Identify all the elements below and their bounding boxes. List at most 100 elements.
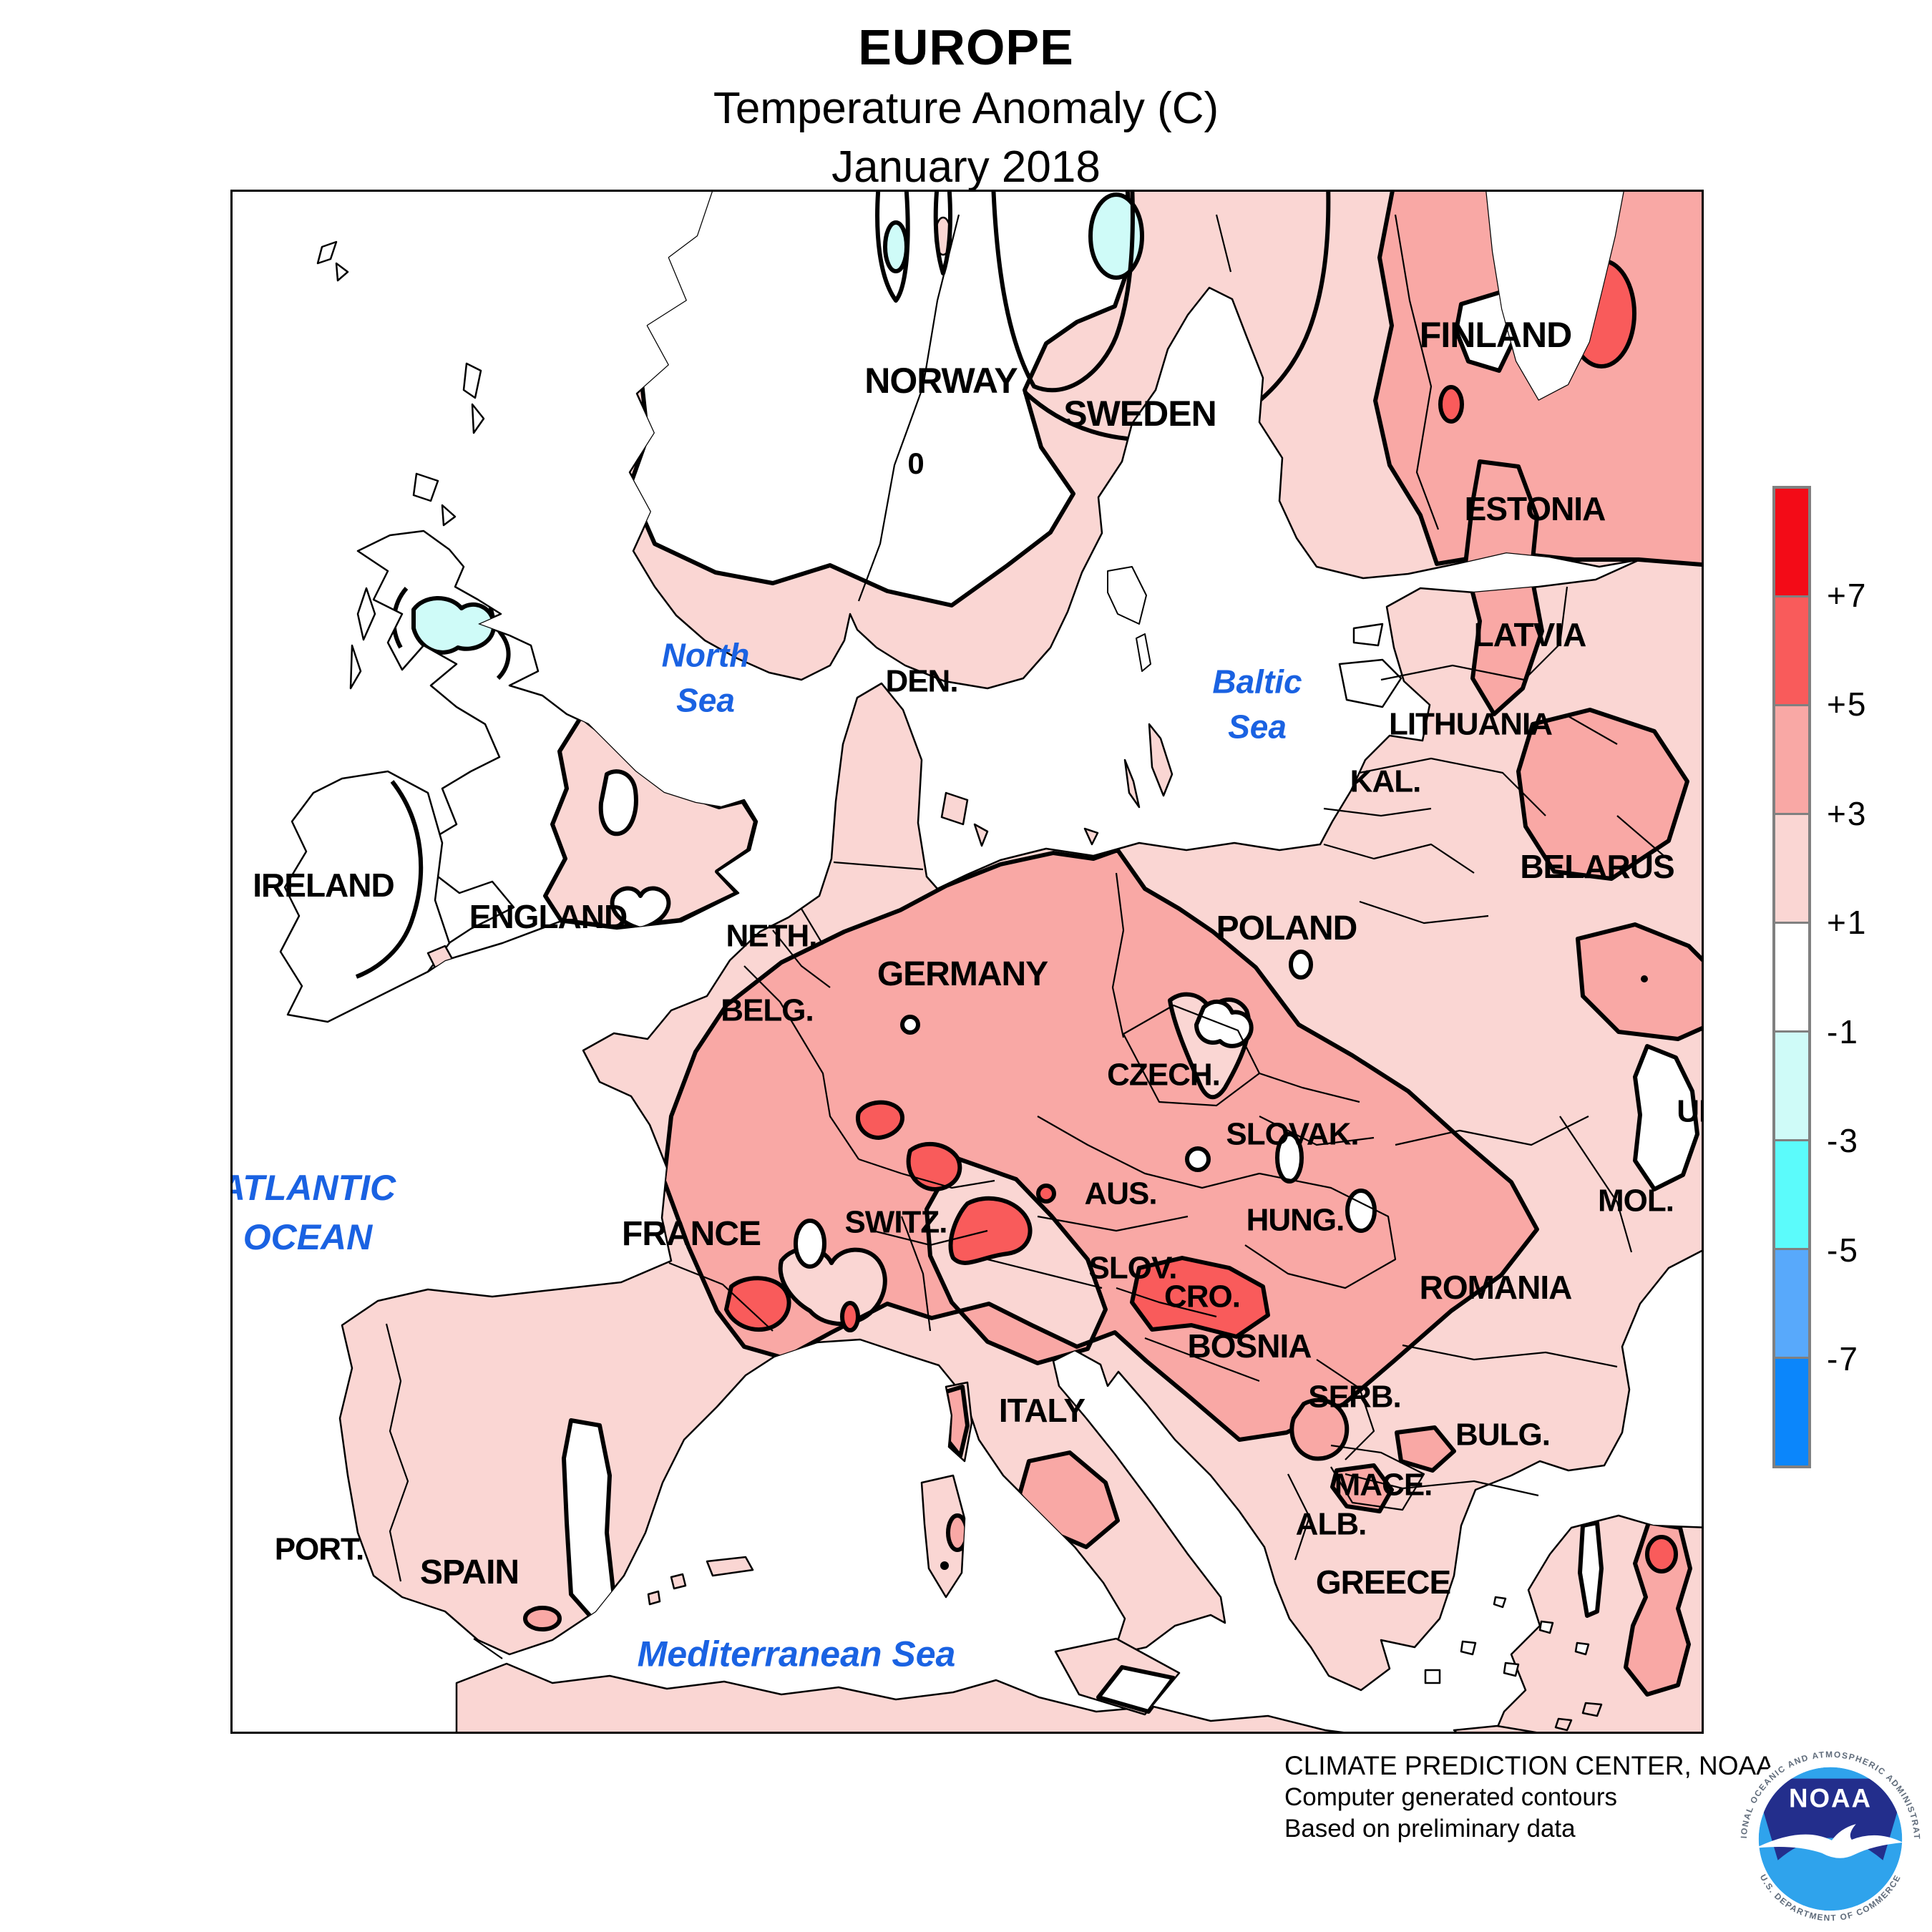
logo-seagull-icon (1758, 1824, 1903, 1858)
contour-region-alps-red-dot (840, 1301, 860, 1332)
contour-region-macedonia-salmon (1330, 1463, 1394, 1513)
europe-anomaly-map: NORWAY SWEDEN FINLAND ESTONIA LATVIA LITHUANI… (230, 190, 1704, 1734)
contour-region-sicily-white (1096, 1665, 1176, 1714)
country-label-greece: GREECE (1315, 1563, 1451, 1601)
page-subtitle: Temperature Anomaly (C) (713, 84, 1219, 133)
credit-method: Computer generated contours (1284, 1783, 1617, 1811)
faroe-islands (316, 240, 349, 282)
contour-region-slovakia-white (1275, 1132, 1304, 1184)
country-borders (385, 214, 1668, 1659)
country-label-italy: ITALY (998, 1392, 1085, 1430)
contour-region-czech-white (1194, 1000, 1254, 1048)
hebrides (349, 587, 376, 690)
credits-block: CLIMATE PREDICTION CENTER, NOAA Computer… (1284, 1750, 1774, 1845)
contour-region-marmara-white (1578, 1521, 1604, 1618)
contour-region-romania-white (1345, 1189, 1377, 1233)
country-label-ireland: IRELAND (253, 867, 394, 904)
legend-colorbar (1772, 486, 1811, 1468)
contour-region-poland-white-dot (1289, 950, 1313, 980)
noaa-logo: NOAA NATIONAL OCEANIC AND ATMOSPHERIC AD… (1732, 1736, 1925, 1932)
contour-value-label: 0 (907, 447, 924, 480)
country-label-belgium: BELG. (721, 992, 814, 1028)
balearic-islands (647, 1556, 754, 1606)
estonian-islands (1338, 623, 1402, 708)
contour-region-latvia-salmon (1516, 708, 1689, 881)
country-label-portugal: PORT. (274, 1531, 365, 1567)
contour-region-austria-white (1185, 1146, 1211, 1172)
page-date: January 2018 (831, 142, 1101, 192)
contour-region-finland-red (1566, 258, 1636, 369)
logo-acronym: NOAA (1789, 1783, 1872, 1813)
contour-dot-belarus (1641, 975, 1648, 982)
contour-region-switz-white (794, 1219, 826, 1269)
country-label-finland: FINLAND (1419, 315, 1572, 355)
contour-region-germany-red1 (855, 1100, 904, 1140)
contour-region-england-white-heart (610, 886, 671, 931)
contour-dot-sardinia (940, 1561, 949, 1570)
legend-segment-1 (1775, 595, 1808, 704)
sea-label-baltic-sea: Baltic Sea (1212, 663, 1302, 746)
credit-source: Based on preliminary data (1284, 1815, 1576, 1843)
country-label-kaliningrad: KAL. (1350, 763, 1422, 799)
credit-agency: CLIMATE PREDICTION CENTER, NOAA (1284, 1751, 1774, 1780)
country-label-ukraine: UK (1677, 1093, 1702, 1129)
country-label-denmark: DEN. (885, 663, 958, 699)
country-label-lithuania: LITHUANIA (1388, 706, 1553, 742)
country-label-netherlands: NETH. (726, 918, 818, 954)
gotland (1123, 723, 1174, 809)
legend-segment-3 (1775, 813, 1808, 922)
country-label-bulgaria: BULG. (1455, 1417, 1551, 1453)
legend-tick--3: -3 (1827, 1122, 1859, 1160)
legend-segment-5 (1775, 1030, 1808, 1139)
country-label-bosnia: BOSNIA (1187, 1327, 1312, 1365)
country-label-macedonia: MACE. (1334, 1467, 1433, 1503)
legend-segment-4 (1775, 922, 1808, 1030)
contour-region-england-white-oval (598, 769, 638, 836)
legend-tick-+3: +3 (1827, 794, 1868, 832)
country-label-croatia: CRO. (1164, 1279, 1241, 1314)
country-label-france: FRANCE (622, 1215, 761, 1254)
contour-region-turkey-red (1645, 1535, 1678, 1574)
country-label-austria: AUS. (1084, 1176, 1157, 1211)
country-label-germany: GERMANY (877, 955, 1048, 994)
sea-label-atlantic-ocean: ATLANTIC OCEAN (230, 1168, 396, 1257)
contour-region-serbia-salmon (1395, 1425, 1456, 1473)
legend-segment-6 (1775, 1139, 1808, 1248)
shetland-islands (462, 362, 485, 434)
country-label-norway: NORWAY (864, 361, 1018, 401)
country-label-slovenia: SLOV. (1088, 1250, 1178, 1286)
contour-region-croatia-red (1130, 1256, 1270, 1339)
contour-region-germany-red2 (906, 1141, 962, 1192)
contour-region-moldova-white (1633, 1044, 1699, 1191)
country-label-poland: POLAND (1216, 909, 1358, 948)
aegean-islands-white (1424, 1596, 1590, 1684)
contour-region-norway-cyan2 (1088, 192, 1144, 280)
country-label-latvia: LATVIA (1473, 616, 1587, 654)
legend-tick-+5: +5 (1827, 686, 1868, 723)
orkney-islands (412, 472, 457, 527)
country-label-belarus: BELARUS (1520, 848, 1674, 886)
legend-segment-7 (1775, 1248, 1808, 1357)
country-label-estonia: ESTONIA (1464, 490, 1606, 528)
country-label-serbia: SERB. (1308, 1379, 1401, 1415)
legend-tick--5: -5 (1827, 1231, 1859, 1269)
legend-tick-+7: +7 (1827, 576, 1868, 614)
contour-region-finland-red-small (1438, 385, 1464, 424)
contour-region-spain-white (562, 1418, 616, 1621)
contour-region-france-red (724, 1276, 791, 1332)
legend-segment-2 (1775, 704, 1808, 813)
aegean-islands-pink (1554, 1702, 1603, 1732)
contour-region-spain-salmon1 (523, 1606, 562, 1631)
country-label-moldova: MOL. (1598, 1183, 1674, 1219)
sea-label-mediterranean-sea: Mediterranean Sea (637, 1634, 956, 1674)
country-label-albania: ALB. (1295, 1506, 1367, 1542)
legend-tick--1: -1 (1827, 1013, 1859, 1050)
contour-region-scandinavia-white (628, 192, 1134, 608)
page-title: EUROPE (858, 19, 1074, 75)
country-label-sweden: SWEDEN (1063, 394, 1216, 434)
country-label-england: ENGLAND (469, 898, 628, 936)
contour-region-norway-cyan1 (883, 220, 909, 273)
country-label-hungary: HUNG. (1246, 1202, 1345, 1238)
country-label-spain: SPAIN (419, 1553, 519, 1592)
danish-islands (940, 791, 1099, 847)
